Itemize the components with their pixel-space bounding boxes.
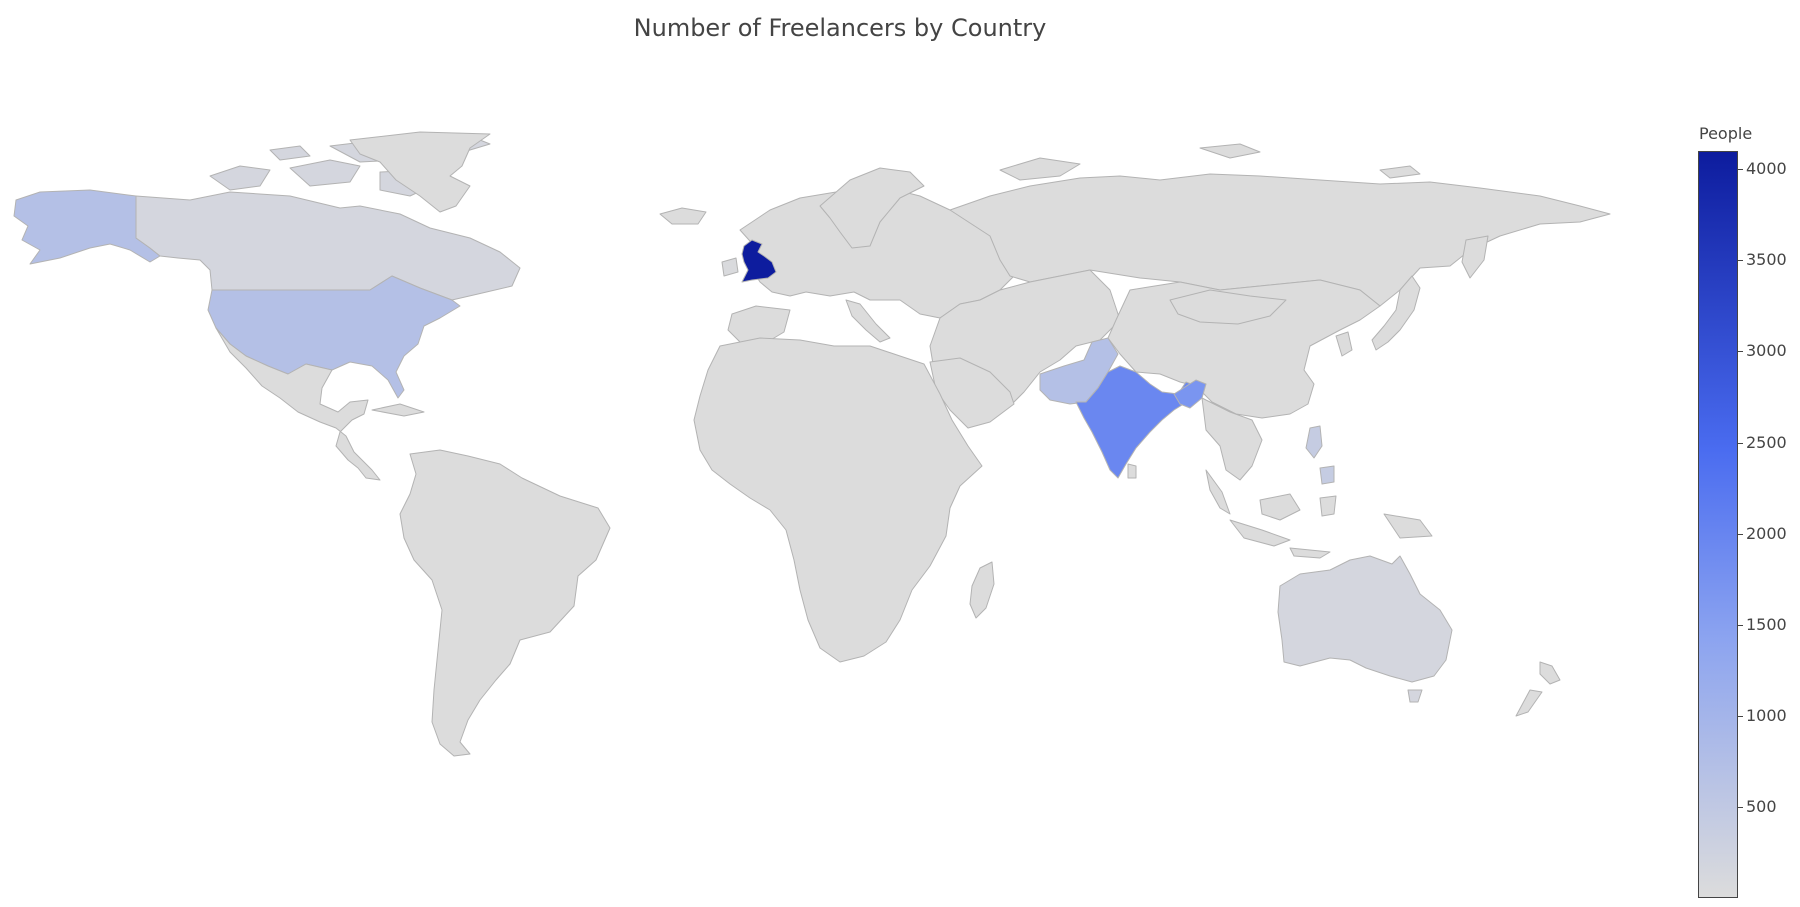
colorbar-tick-label: 3000 [1746, 341, 1787, 361]
country-mexico[interactable] [215, 327, 381, 481]
region-southeast-asia[interactable] [1201, 397, 1263, 515]
world-map[interactable] [0, 0, 1680, 907]
colorbar-title: People [1699, 124, 1753, 143]
colorbar-tick-mark [1738, 625, 1743, 626]
country-korea[interactable] [1335, 331, 1353, 357]
chart-title: Number of Freelancers by Country [633, 14, 1047, 42]
country-philippines[interactable] [1305, 425, 1335, 485]
country-cuba[interactable] [371, 403, 425, 417]
region-scandinavia[interactable] [819, 167, 925, 249]
country-sri-lanka[interactable] [1127, 463, 1137, 479]
country-usa[interactable] [207, 275, 461, 399]
colorbar-tick-mark [1738, 169, 1743, 170]
colorbar-tick-mark [1738, 443, 1743, 444]
country-madagascar[interactable] [969, 561, 995, 619]
country-russia-islands[interactable] [999, 143, 1421, 181]
country-uk[interactable] [741, 239, 777, 283]
colorbar-tick-mark [1738, 716, 1743, 717]
colorbar-tick-label: 500 [1746, 796, 1777, 816]
colorbar-tick-label: 2000 [1746, 523, 1787, 543]
country-italy[interactable] [845, 299, 891, 343]
colorbar-tick-label: 1500 [1746, 614, 1787, 634]
colorbar-tick-label: 3500 [1746, 250, 1787, 270]
region-iberia[interactable] [727, 305, 791, 345]
country-ireland[interactable] [721, 257, 739, 277]
colorbar-tick-mark [1738, 807, 1743, 808]
country-iceland[interactable] [659, 207, 707, 225]
colorbar-tick-mark [1738, 260, 1743, 261]
country-indonesia[interactable] [1229, 493, 1433, 559]
continent-south-america[interactable] [399, 449, 611, 757]
colorbar-tick-label: 4000 [1746, 159, 1787, 179]
colorbar-tick-mark [1738, 534, 1743, 535]
region-kamchatka[interactable] [1461, 235, 1489, 279]
continent-africa[interactable] [693, 337, 983, 663]
country-australia[interactable] [1277, 555, 1453, 683]
colorbar[interactable] [1698, 151, 1738, 898]
colorbar-tick-label: 1000 [1746, 705, 1787, 725]
country-new-zealand[interactable] [1515, 661, 1561, 717]
country-mongolia[interactable] [1169, 289, 1287, 325]
country-canada[interactable] [135, 191, 521, 301]
country-greenland[interactable] [349, 131, 491, 213]
country-alaska[interactable] [13, 189, 161, 265]
land-group [13, 131, 1611, 757]
state-tasmania[interactable] [1407, 689, 1423, 703]
country-japan[interactable] [1371, 275, 1421, 351]
colorbar-tick-mark [1738, 351, 1743, 352]
colorbar-tick-label: 2500 [1746, 432, 1787, 452]
